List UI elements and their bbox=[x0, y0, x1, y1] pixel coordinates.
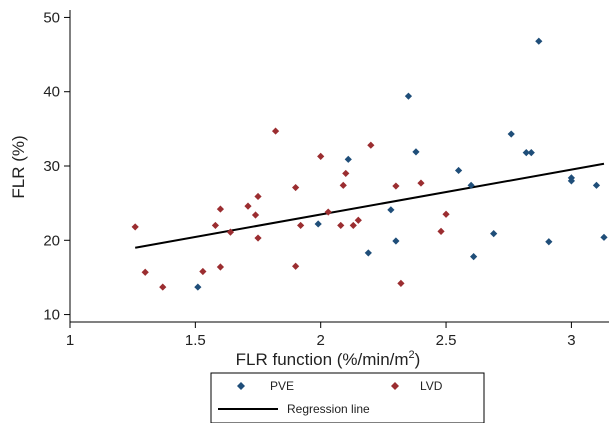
y-tick-label: 50 bbox=[43, 9, 60, 26]
data-point-pve bbox=[567, 177, 575, 185]
data-point-pve bbox=[412, 148, 420, 156]
data-point-pve bbox=[535, 37, 543, 45]
data-point-pve bbox=[364, 249, 372, 257]
data-point-pve bbox=[344, 155, 352, 163]
data-point-pve bbox=[522, 149, 530, 157]
data-point-pve bbox=[387, 206, 395, 214]
data-point-lvd bbox=[437, 227, 445, 235]
x-tick-label: 1 bbox=[66, 332, 74, 349]
data-point-lvd bbox=[342, 169, 350, 178]
data-point-pve bbox=[545, 238, 553, 246]
legend-marker-pve bbox=[237, 382, 245, 390]
data-point-lvd bbox=[226, 228, 235, 236]
x-axis-title: FLR function (%/min/m2) bbox=[236, 349, 421, 369]
data-point-lvd bbox=[442, 210, 450, 218]
data-point-lvd bbox=[367, 141, 375, 149]
data-point-pve bbox=[467, 181, 475, 189]
data-point-lvd bbox=[254, 234, 262, 242]
legend-label-regression: Regression line bbox=[287, 402, 370, 416]
data-point-lvd bbox=[159, 283, 167, 291]
data-point-lvd bbox=[317, 152, 325, 160]
data-point-lvd bbox=[251, 211, 260, 219]
data-point-lvd bbox=[254, 192, 262, 201]
data-point-lvd bbox=[216, 263, 225, 271]
data-point-pve bbox=[454, 166, 463, 175]
data-point-pve bbox=[470, 253, 478, 261]
x-axis-title-main: FLR function (%/min/m bbox=[236, 350, 409, 369]
data-point-lvd bbox=[216, 205, 225, 213]
data-point-pve bbox=[392, 237, 400, 245]
x-axis-title-tail: ) bbox=[415, 350, 421, 369]
legend-label-lvd: LVD bbox=[420, 379, 443, 393]
data-point-lvd bbox=[349, 221, 357, 230]
x-tick-label: 2.5 bbox=[436, 332, 457, 349]
y-tick-label: 10 bbox=[43, 307, 60, 324]
data-point-pve bbox=[194, 283, 202, 291]
plot-area: 10 20 30 40 50 1 1.5 2 2.5 3 bbox=[43, 9, 609, 349]
data-point-lvd bbox=[297, 221, 305, 230]
data-point-lvd bbox=[324, 208, 332, 216]
data-point-pve bbox=[527, 149, 535, 157]
data-point-lvd bbox=[339, 181, 347, 189]
x-tick-label: 1.5 bbox=[185, 332, 206, 349]
data-point-lvd bbox=[397, 279, 405, 287]
data-point-lvd bbox=[141, 268, 149, 276]
data-point-pve bbox=[490, 230, 498, 238]
data-point-pve bbox=[600, 233, 608, 241]
data-point-lvd bbox=[131, 223, 139, 231]
y-tick-label: 30 bbox=[43, 158, 60, 175]
legend-label-pve: PVE bbox=[270, 379, 294, 393]
data-point-lvd bbox=[292, 262, 300, 270]
data-point-pve bbox=[404, 92, 413, 100]
data-point-pve bbox=[314, 220, 322, 228]
regression-line bbox=[135, 162, 605, 249]
data-point-lvd bbox=[392, 182, 400, 190]
legend-box bbox=[210, 372, 485, 423]
data-point-lvd bbox=[199, 267, 207, 276]
data-point-lvd bbox=[244, 202, 252, 210]
data-point-lvd bbox=[354, 216, 362, 224]
legend: PVE LVD Regression line bbox=[210, 372, 485, 423]
y-tick-label: 40 bbox=[43, 84, 60, 101]
data-point-lvd bbox=[417, 179, 425, 187]
legend-marker-lvd bbox=[391, 382, 399, 390]
data-point-pve bbox=[592, 181, 601, 189]
y-tick-label: 20 bbox=[43, 232, 60, 249]
data-point-lvd bbox=[211, 221, 220, 230]
data-point-lvd bbox=[271, 127, 280, 135]
data-point-lvd bbox=[292, 183, 300, 192]
data-point-pve bbox=[507, 130, 515, 138]
data-point-lvd bbox=[337, 221, 345, 230]
x-tick-label: 3 bbox=[567, 332, 575, 349]
x-axis-title-superscript: 2 bbox=[409, 349, 415, 361]
x-tick-label: 2 bbox=[317, 332, 325, 349]
y-axis-title: FLR (%) bbox=[9, 135, 28, 198]
